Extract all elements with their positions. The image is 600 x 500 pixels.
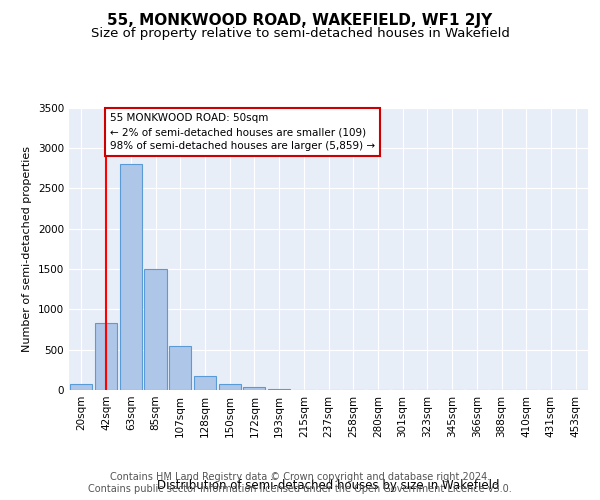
Text: 55, MONKWOOD ROAD, WAKEFIELD, WF1 2JY: 55, MONKWOOD ROAD, WAKEFIELD, WF1 2JY (107, 12, 493, 28)
Bar (119, 164, 142, 390)
Bar (194, 376, 216, 390)
Bar (268, 389, 290, 390)
Text: Contains HM Land Registry data © Crown copyright and database right 2024.: Contains HM Land Registry data © Crown c… (110, 472, 490, 482)
Bar (218, 384, 241, 390)
Text: 55 MONKWOOD ROAD: 50sqm
← 2% of semi-detached houses are smaller (109)
98% of se: 55 MONKWOOD ROAD: 50sqm ← 2% of semi-det… (110, 113, 375, 151)
Y-axis label: Number of semi-detached properties: Number of semi-detached properties (22, 146, 32, 352)
Text: Contains public sector information licensed under the Open Government Licence v3: Contains public sector information licen… (88, 484, 512, 494)
Bar (145, 269, 167, 390)
Bar (70, 384, 92, 390)
Bar (243, 387, 265, 390)
Bar (95, 323, 117, 390)
Bar (169, 346, 191, 390)
Text: Size of property relative to semi-detached houses in Wakefield: Size of property relative to semi-detach… (91, 28, 509, 40)
X-axis label: Distribution of semi-detached houses by size in Wakefield: Distribution of semi-detached houses by … (157, 478, 500, 492)
